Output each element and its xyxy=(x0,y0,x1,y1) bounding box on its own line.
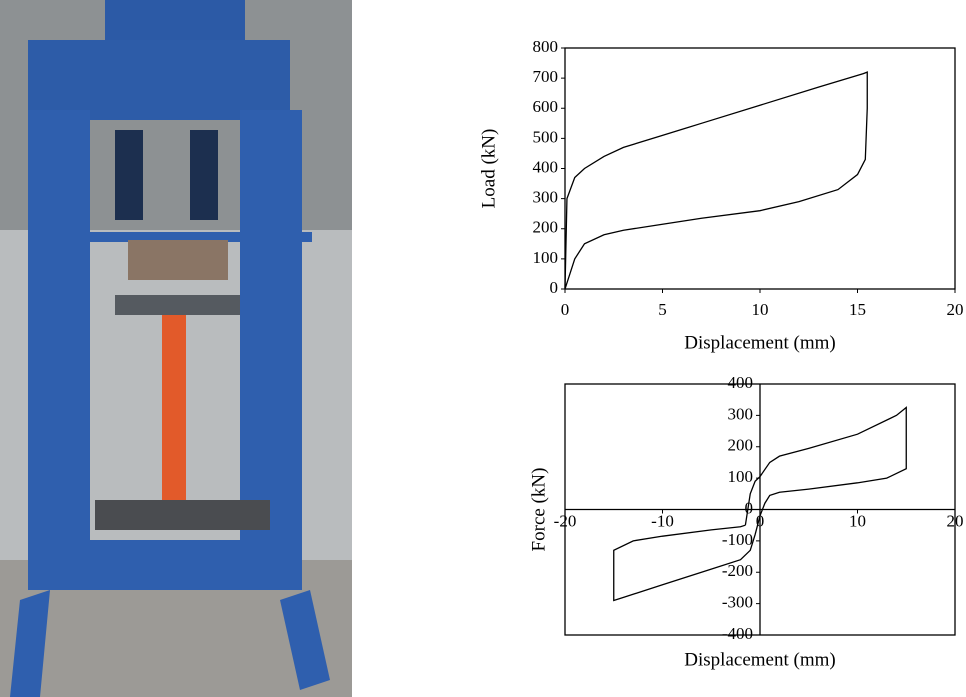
photo-head xyxy=(128,240,228,280)
photo-leg xyxy=(10,590,50,697)
y-tick-label: 600 xyxy=(533,97,559,116)
y-tick-label: 200 xyxy=(533,218,559,237)
photo-specimen xyxy=(162,315,186,515)
y-tick-label: 300 xyxy=(533,188,559,207)
y-tick-label: 500 xyxy=(533,127,559,146)
photo-crosshead xyxy=(28,40,290,120)
y-tick-label: 400 xyxy=(533,157,559,176)
y-tick-label: 100 xyxy=(533,248,559,267)
photo-door-frame xyxy=(62,232,312,242)
y-tick-label: 0 xyxy=(745,498,754,517)
x-tick-label: 10 xyxy=(752,300,769,319)
x-axis-title: Displacement (mm) xyxy=(684,332,835,353)
x-tick-label: 20 xyxy=(947,511,964,530)
y-tick-label: 100 xyxy=(728,467,754,486)
y-tick-label: 800 xyxy=(533,37,559,56)
x-tick-label: 10 xyxy=(849,511,866,530)
plot-frame xyxy=(564,47,956,290)
x-tick-label: 0 xyxy=(756,511,765,530)
y-axis-title: Load (kN) xyxy=(478,129,499,209)
photo-jack xyxy=(190,130,218,220)
data-line xyxy=(564,71,868,290)
y-tick-label: 300 xyxy=(728,404,754,423)
photo-leg xyxy=(280,590,330,690)
photo xyxy=(0,0,352,697)
photo-left-column xyxy=(28,110,90,590)
photo-base xyxy=(95,500,270,530)
y-tick-label: -200 xyxy=(722,561,753,580)
y-tick-label: -400 xyxy=(722,624,753,643)
y-tick-label: -100 xyxy=(722,530,753,549)
y-tick-label: 700 xyxy=(533,67,559,86)
y-axis-title: Force (kN) xyxy=(528,468,549,552)
y-tick-label: 0 xyxy=(550,278,559,297)
y-tick-label: 200 xyxy=(728,436,754,455)
x-tick-label: -20 xyxy=(554,511,577,530)
x-axis-title: Displacement (mm) xyxy=(684,649,835,670)
photo-plate xyxy=(115,295,240,315)
y-tick-label: 400 xyxy=(728,373,754,392)
x-tick-label: 20 xyxy=(947,300,964,319)
data-line xyxy=(613,406,907,602)
x-tick-label: 0 xyxy=(561,300,570,319)
photo-base-beam xyxy=(28,540,302,590)
x-tick-label: -10 xyxy=(651,511,674,530)
photo-top-block xyxy=(105,0,245,42)
x-tick-label: 5 xyxy=(658,300,667,319)
photo-jack xyxy=(115,130,143,220)
y-tick-label: -300 xyxy=(722,593,753,612)
x-tick-label: 15 xyxy=(849,300,866,319)
